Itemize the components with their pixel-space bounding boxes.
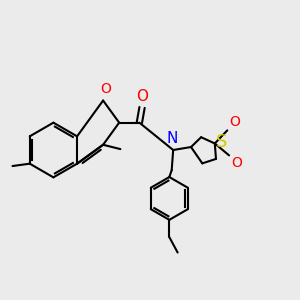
Text: O: O (100, 82, 111, 96)
Text: N: N (167, 131, 178, 146)
Text: O: O (229, 116, 240, 130)
Text: O: O (231, 156, 242, 170)
Text: O: O (136, 89, 148, 104)
Text: S: S (216, 133, 227, 151)
